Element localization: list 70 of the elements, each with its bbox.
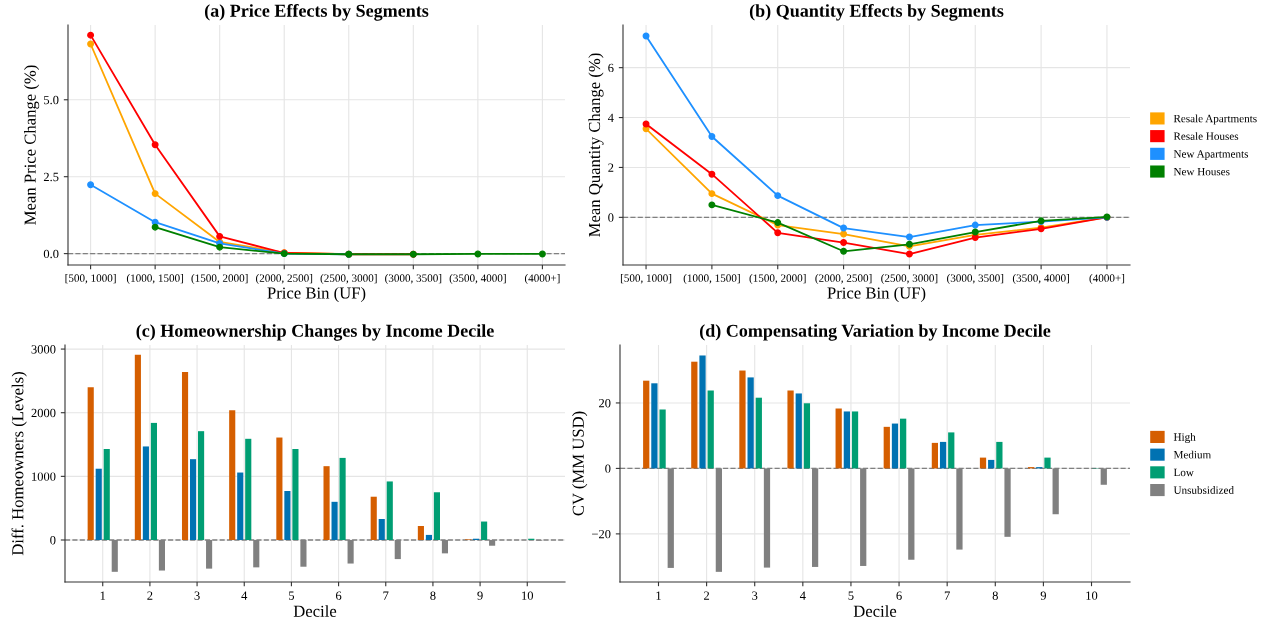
y-tick-label: −20 <box>592 529 611 539</box>
x-tick-label: (1000, 1500] <box>126 274 184 285</box>
y-tick-label: 0 <box>608 213 614 222</box>
x-tick-label: (4000+] <box>1089 274 1125 285</box>
x-tick-label: 10 <box>1086 591 1098 600</box>
x-tick-label: 4 <box>799 591 806 600</box>
x-tick-label: 7 <box>383 591 389 600</box>
y-tick-label: 3000 <box>31 345 56 354</box>
y-tick-label: 6 <box>608 63 614 73</box>
y-tick-label: 4 <box>607 113 614 122</box>
y-axis-title: CV (MM USD) <box>572 411 588 516</box>
x-tick-label: 1 <box>656 591 661 600</box>
x-tick-label: (3000, 3500] <box>947 274 1004 285</box>
y-tick-label: 5.0 <box>44 95 59 105</box>
x-tick-label: 8 <box>992 591 998 600</box>
x-tick-label: 5 <box>848 591 854 600</box>
y-tick-label: 20 <box>599 398 611 408</box>
chart-title: (d) Compensating Variation by Income Decile <box>699 324 1051 341</box>
x-tick-label: (1500, 2000] <box>191 274 248 285</box>
legend-label: New Apartments <box>1173 150 1249 160</box>
x-tick-label: (4000+] <box>524 274 560 285</box>
legend-label: High <box>1173 432 1196 444</box>
x-tick-label: (1500, 2000] <box>749 274 806 285</box>
y-tick-label: 0.0 <box>43 249 59 259</box>
x-tick-label: (2000, 2500] <box>815 274 872 285</box>
y-axis-title: Mean Price Change (%) <box>24 65 40 225</box>
x-tick-label: 3 <box>194 591 200 600</box>
x-axis-title: Decile <box>853 605 897 617</box>
chart-title: (c) Homeownership Changes by Income Decile <box>136 324 494 341</box>
x-tick-label: (1000, 1500] <box>683 274 740 285</box>
y-tick-label: 0 <box>50 536 56 545</box>
chart-title: (a) Price Effects by Segments <box>204 3 429 21</box>
y-tick-label: 2000 <box>31 408 56 418</box>
x-tick-label: 9 <box>477 591 483 600</box>
x-tick-label: 10 <box>522 591 534 600</box>
x-tick-label: 7 <box>944 591 950 600</box>
x-tick-label: 2 <box>147 591 153 600</box>
legend-label: Unsubsidized <box>1173 486 1234 494</box>
x-tick-label: (3000, 3500] <box>385 274 442 285</box>
x-tick-label: (2500, 3000] <box>320 274 377 285</box>
x-tick-label: [500, 1000] <box>65 274 116 284</box>
x-axis-title: Price Bin (UF) <box>827 286 926 302</box>
x-tick-label: (2000, 2500] <box>256 274 313 285</box>
x-tick-label: 8 <box>430 591 436 600</box>
x-tick-label: 5 <box>289 591 295 600</box>
x-tick-label: (2500, 3000] <box>881 274 938 285</box>
y-tick-label: 2.5 <box>43 172 59 182</box>
x-tick-label: 1 <box>100 591 106 600</box>
x-axis-title: Decile <box>293 605 337 617</box>
x-tick-label: [500, 1000] <box>620 274 672 284</box>
x-tick-label: 2 <box>704 591 710 600</box>
x-tick-label: 3 <box>752 591 758 600</box>
x-axis-title: Price Bin (UF) <box>267 286 366 302</box>
x-tick-label: (3500, 4000] <box>1012 274 1069 285</box>
legend-label: Resale Houses <box>1173 132 1239 140</box>
legend-label: Low <box>1173 468 1194 477</box>
x-tick-label: 6 <box>896 591 902 600</box>
y-tick-label: 0 <box>605 464 611 473</box>
x-tick-label: (3500, 4000] <box>449 274 506 285</box>
legend-label: Medium <box>1173 450 1212 459</box>
chart-title: (b) Quantity Effects by Segments <box>749 3 1004 21</box>
x-tick-label: 4 <box>241 591 248 600</box>
y-tick-label: 1000 <box>32 472 56 481</box>
x-tick-label: 6 <box>336 591 342 600</box>
y-axis-title: Mean Quantity Change (%) <box>588 53 604 237</box>
x-tick-label: 9 <box>1040 591 1047 600</box>
legend-label: Resale Apartments <box>1173 114 1257 125</box>
legend-label: New Houses <box>1173 167 1230 176</box>
y-axis-title: Diff. Homeowners (Levels) <box>11 372 27 556</box>
y-tick-label: 2 <box>608 163 614 172</box>
